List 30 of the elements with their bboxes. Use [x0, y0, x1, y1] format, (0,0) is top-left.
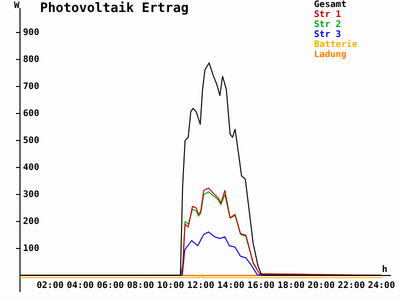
x-tick-label: 12:00 [187, 281, 214, 292]
y-tick-label: 100 [23, 244, 40, 254]
x-tick-label: 08:00 [126, 281, 154, 292]
text: Str 2 [314, 20, 342, 30]
x-tick-label: 04:00 [66, 281, 94, 292]
y-tick-label: 400 [23, 162, 40, 173]
y-axis-title: W [14, 1, 20, 11]
text: Ladung [314, 50, 348, 60]
x-tick-label: 18:00 [278, 281, 305, 292]
text: Gesamt [314, 0, 348, 10]
x-tick-label: 20:00 [308, 281, 335, 292]
y-tick-label: 200 [23, 216, 40, 227]
x-axis-title: h [382, 265, 388, 275]
y-tick-label: 800 [23, 54, 40, 65]
x-tick-label: 22:00 [338, 281, 365, 292]
y-tick-label: 300 [23, 190, 40, 200]
x-tick-label: 16:00 [247, 281, 275, 292]
y-tick-label: 900 [23, 28, 40, 38]
x-tick-label: 02:00 [36, 281, 64, 292]
x-tick-label: 06:00 [96, 281, 124, 292]
y-tick-label: 600 [23, 108, 40, 119]
text: Str 1 [314, 10, 342, 20]
x-tick-label: 24:00 [368, 281, 395, 292]
text: Batterie [314, 40, 358, 50]
chart-title: Photovoltaik Ertrag [40, 1, 189, 16]
x-tick-label: 14:00 [217, 281, 244, 292]
y-tick-label: 700 [23, 82, 40, 92]
text: Str 3 [314, 30, 342, 40]
y-tick-label: 500 [23, 136, 40, 146]
x-tick-label: 10:00 [157, 281, 184, 292]
